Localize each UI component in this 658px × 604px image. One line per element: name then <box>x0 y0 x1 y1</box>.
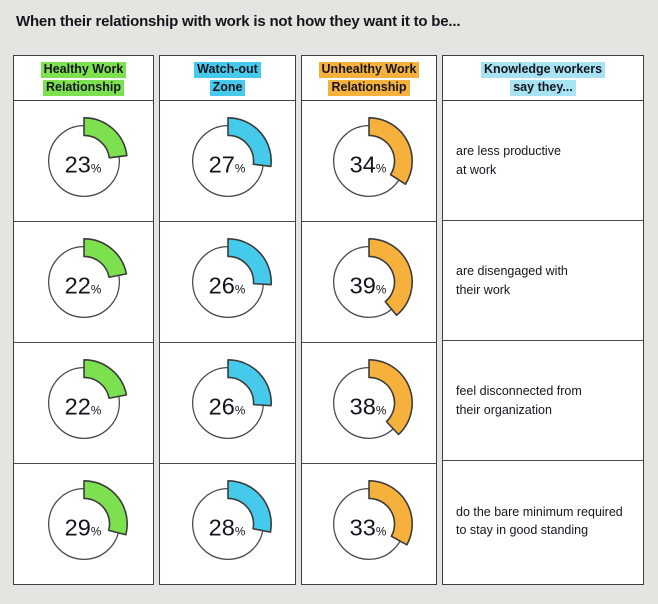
donut-cell: 26% <box>160 343 295 464</box>
donut-value-label: 27% <box>208 151 245 177</box>
column-statements: Knowledge workers say they... are less pro… <box>442 55 644 585</box>
donut-arc-segment <box>368 238 413 317</box>
statement-line: at work <box>456 162 497 177</box>
statement-line: their organization <box>456 402 552 417</box>
donut-cell: 34% <box>302 101 436 222</box>
donut-chart: 39% <box>333 238 413 318</box>
header-highlight: Relationship <box>328 79 410 96</box>
statement-line: feel disconnected from <box>456 384 582 399</box>
donut-table: Healthy Work Relationship 23% 22% 22% 29% Watc… <box>13 55 644 585</box>
donut-arc-segment <box>82 238 127 279</box>
donut-value-label: 39% <box>350 272 387 298</box>
donut-arc-segment <box>368 480 413 546</box>
header-highlight: Unhealthy Work <box>318 62 420 79</box>
donut-value-label: 29% <box>64 514 101 540</box>
donut-cell: 28% <box>160 464 295 584</box>
statement-line: to stay in good standing <box>456 523 589 537</box>
donut-value-label: 28% <box>208 514 245 540</box>
donut-chart: 23% <box>47 117 128 197</box>
header-highlight: Knowledge workers <box>480 62 606 79</box>
donut-chart: 29% <box>47 480 128 560</box>
donut-chart: 38% <box>333 359 413 439</box>
donut-value-label: 22% <box>64 393 101 419</box>
header-line: Relationship <box>42 79 124 96</box>
donut-cell: 38% <box>302 343 436 464</box>
donut-cell: 27% <box>160 101 295 222</box>
donut-cell: 29% <box>14 464 153 584</box>
donut-chart: 22% <box>47 359 127 439</box>
donut-chart: 28% <box>191 480 272 560</box>
donut-chart: 22% <box>47 238 127 318</box>
donut-arc-segment <box>82 480 128 536</box>
donut-chart: 26% <box>191 238 272 318</box>
header-line: Zone <box>209 79 246 96</box>
donut-cell: 22% <box>14 222 153 343</box>
donut-arc-segment <box>226 117 272 168</box>
donut-arc-segment <box>82 117 128 159</box>
donut-value-label: 26% <box>208 272 245 298</box>
donut-arc-segment <box>226 480 272 533</box>
header-highlight: Zone <box>209 79 246 96</box>
donut-value-label: 22% <box>64 272 101 298</box>
header-highlight: say they... <box>510 79 576 96</box>
donut-arc-segment <box>368 359 413 436</box>
donut-cell: 33% <box>302 464 436 584</box>
donut-chart: 26% <box>191 359 272 439</box>
statement-line: are disengaged with <box>456 264 568 279</box>
donut-chart: 34% <box>333 117 413 197</box>
statement-cell: feel disconnected from their organization <box>443 341 643 461</box>
statement-line: their work <box>456 282 511 297</box>
column-header-unhealthy: Unhealthy Work Relationship <box>302 56 436 101</box>
header-highlight: Relationship <box>42 79 124 96</box>
donut-chart: 27% <box>191 117 272 197</box>
donut-value-label: 26% <box>208 393 245 419</box>
header-line: Healthy Work <box>40 61 127 79</box>
header-line: Relationship <box>328 79 410 96</box>
donut-value-label: 23% <box>64 151 101 177</box>
column-header-healthy: Healthy Work Relationship <box>14 56 153 101</box>
header-line: say they... <box>510 79 576 96</box>
donut-value-label: 33% <box>350 514 387 540</box>
column-header-statements: Knowledge workers say they... <box>443 56 643 101</box>
donut-arc-segment <box>226 238 272 286</box>
statement-cell: are less productive at work <box>443 101 643 221</box>
statement-line: do the bare minimum required <box>456 504 623 519</box>
donut-value-label: 38% <box>350 393 387 419</box>
donut-arc-segment <box>226 359 272 407</box>
donut-cell: 23% <box>14 101 153 222</box>
donut-arc-segment <box>82 359 127 400</box>
page-title: When their relationship with work is not… <box>16 13 461 30</box>
donut-cell: 26% <box>160 222 295 343</box>
statement-cell: are disengaged with their work <box>443 221 643 341</box>
statement-cell: do the bare minimum required to stay in g… <box>443 461 643 581</box>
header-line: Knowledge workers <box>480 61 606 79</box>
header-line: Watch-out <box>194 61 261 79</box>
donut-chart: 33% <box>333 480 413 560</box>
column-healthy: Healthy Work Relationship 23% 22% 22% 29% <box>13 55 154 585</box>
header-line: Unhealthy Work <box>318 61 420 79</box>
donut-cell: 22% <box>14 343 153 464</box>
column-unhealthy: Unhealthy Work Relationship 34% 39% 38% 33% <box>301 55 437 585</box>
header-highlight: Watch-out <box>194 62 261 79</box>
header-highlight: Healthy Work <box>40 62 127 79</box>
statement-line: are less productive <box>456 144 561 159</box>
column-header-watch-out: Watch-out Zone <box>160 56 295 101</box>
column-watch-out: Watch-out Zone 27% 26% 26% 28% <box>159 55 296 585</box>
donut-value-label: 34% <box>350 151 387 177</box>
donut-cell: 39% <box>302 222 436 343</box>
donut-arc-segment <box>368 117 413 185</box>
